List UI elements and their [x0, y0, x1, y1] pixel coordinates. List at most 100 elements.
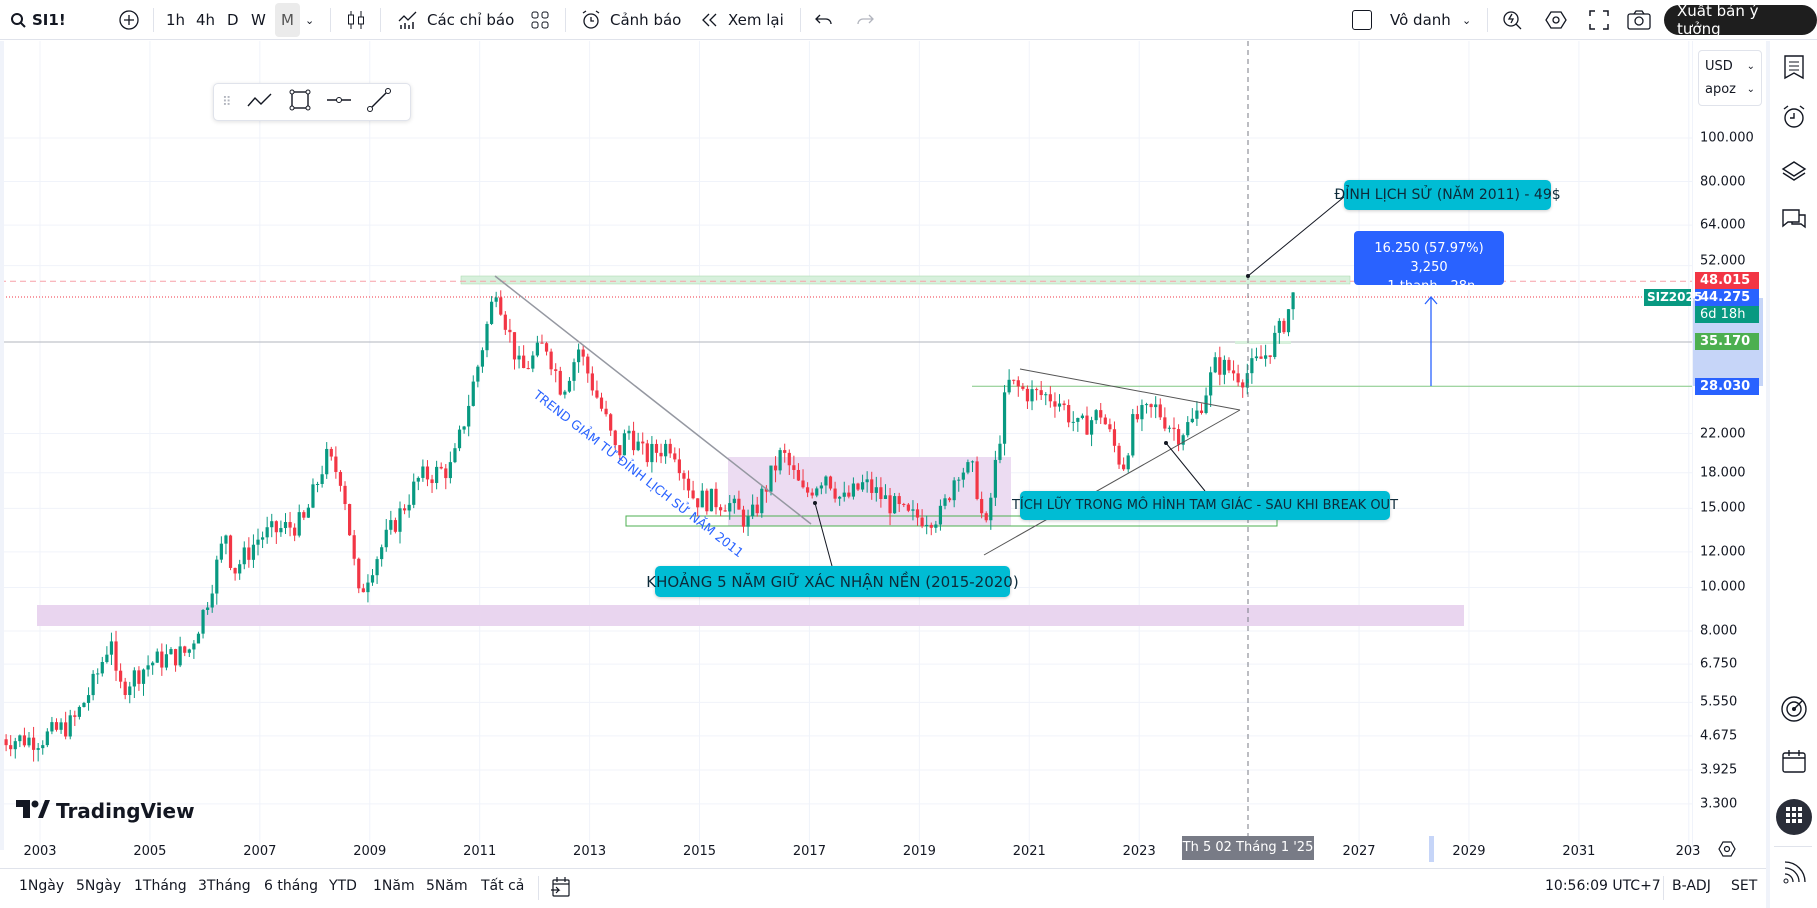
candle-down [741, 509, 746, 527]
compare-symbol-button[interactable] [118, 0, 140, 40]
candle-up [709, 488, 714, 512]
chart-canvas[interactable] [0, 41, 1692, 850]
interval-d[interactable]: D [227, 0, 239, 40]
range-1d[interactable]: 1Ngày [19, 878, 65, 894]
candle-up [210, 593, 214, 608]
trend-line-tool-icon[interactable] [366, 87, 392, 117]
candle-up [1080, 415, 1085, 418]
base-note[interactable]: KHOẢNG 5 NĂM GIỮ XÁC NHẬN NỀN (2015-2020… [646, 566, 1019, 597]
snapshot-button[interactable] [1627, 0, 1651, 40]
apps-button[interactable] [1776, 799, 1812, 835]
candle-down [1117, 445, 1121, 465]
undo-button[interactable] [815, 0, 833, 40]
candle-up [577, 349, 581, 363]
candle-down [1012, 379, 1016, 381]
triangle-note[interactable]: TÍCH LŨY TRONG MÔ HÌNH TAM GIÁC - SAU KH… [1012, 491, 1398, 520]
candle-down [714, 488, 718, 508]
scale-mode-dropdown[interactable]: apoz ⌄ [1705, 78, 1755, 101]
time-tick-label: 2009 [353, 844, 387, 859]
last-price-label: 44.275 [1695, 288, 1759, 306]
go-to-date-button[interactable] [550, 876, 572, 902]
candle-up [380, 547, 384, 560]
interval-m-active[interactable]: M [275, 3, 300, 37]
quick-search-button[interactable] [1502, 0, 1524, 40]
candle-up [238, 564, 242, 574]
axis-settings-button[interactable] [1718, 840, 1736, 862]
templates-button[interactable] [530, 0, 550, 40]
candle-down [31, 737, 36, 750]
candle-down [764, 488, 768, 492]
range-3m[interactable]: 3Tháng [198, 878, 251, 894]
level-28-label: 28.030 [1695, 377, 1759, 395]
interval-dropdown[interactable]: ⌄ [305, 0, 314, 40]
layout-checkbox[interactable] [1352, 0, 1372, 40]
candle-up [883, 495, 888, 499]
calendar-button[interactable] [1780, 749, 1808, 777]
session-toggle[interactable]: SET [1731, 878, 1758, 894]
range-5y[interactable]: 5Năm [426, 878, 468, 894]
range-all[interactable]: Tất cả [481, 878, 525, 894]
symbol-search-button[interactable]: SI1! [10, 0, 66, 40]
alert-button[interactable]: Cảnh báo [580, 0, 681, 40]
clock-timezone[interactable]: 10:56:09 UTC+7 [1545, 878, 1661, 894]
chart-pane[interactable]: ⠿ ĐỈNH LỊCH SỬ (NĂM 2011) - 49$ 16.250 (… [0, 41, 1692, 850]
object-tree-button[interactable] [1780, 159, 1808, 187]
drag-handle-icon[interactable]: ⠿ [222, 94, 232, 110]
horizontal-ray-icon[interactable] [326, 90, 352, 114]
streams-button[interactable] [1780, 861, 1808, 889]
ath-note[interactable]: ĐỈNH LỊCH SỬ (NĂM 2011) - 49$ [1334, 180, 1561, 210]
candle-up [480, 350, 485, 367]
rectangle-tool-icon[interactable] [288, 88, 312, 116]
candle-down [393, 520, 398, 532]
time-tick-label: 2017 [792, 844, 826, 859]
candle-down [828, 476, 833, 489]
candle-down [1218, 357, 1222, 375]
measure-bars: -1 thanh, -28n [1382, 279, 1476, 294]
candle-up [320, 474, 324, 484]
candle-up [1071, 421, 1075, 423]
path-tool-icon[interactable] [246, 90, 274, 114]
candle-down [228, 535, 233, 568]
interval-w[interactable]: W [251, 0, 266, 40]
signal-icon [1782, 861, 1806, 889]
layout-name-button[interactable]: Vô danh [1390, 0, 1451, 40]
sidebar-divider [1774, 846, 1812, 847]
alerts-panel-button[interactable] [1780, 105, 1808, 133]
replay-button[interactable]: Xem lại [700, 0, 784, 40]
candle-down [544, 343, 549, 352]
range-ytd[interactable]: YTD [329, 878, 357, 894]
adjustment-toggle[interactable]: B-ADJ [1672, 878, 1711, 894]
currency-dropdown[interactable]: USD ⌄ [1705, 55, 1755, 78]
candle-up [865, 479, 869, 483]
candle-up [1007, 379, 1011, 393]
range-1m[interactable]: 1Tháng [134, 878, 187, 894]
candle-up [1286, 309, 1291, 333]
fullscreen-button[interactable] [1589, 0, 1609, 40]
range-5d[interactable]: 5Ngày [76, 878, 122, 894]
candle-up [260, 537, 265, 540]
candle-down [402, 508, 407, 511]
candle-down [1021, 386, 1025, 389]
interval-1h[interactable]: 1h [166, 0, 185, 40]
layout-dropdown[interactable]: ⌄ [1462, 0, 1471, 40]
indicators-button[interactable]: Các chỉ báo [397, 0, 514, 40]
candle-up [1076, 417, 1080, 422]
publish-idea-button[interactable]: Xuất bản ý tưởng [1664, 2, 1817, 38]
redo-button[interactable] [856, 0, 874, 40]
chart-type-button[interactable] [347, 0, 365, 40]
settings-button[interactable] [1545, 0, 1567, 40]
watchlist-button[interactable] [1780, 55, 1808, 83]
range-1y[interactable]: 1Năm [373, 878, 415, 894]
candle-down [847, 492, 851, 497]
screener-button[interactable] [1780, 696, 1808, 725]
price-tick-label: 10.000 [1700, 579, 1746, 595]
candle-up [192, 643, 196, 650]
rewind-icon [700, 12, 720, 28]
candle-up [998, 443, 1002, 460]
price-axis[interactable] [1692, 41, 1764, 850]
range-6m[interactable]: 6 tháng [264, 878, 319, 894]
alarm-clock-icon [580, 9, 602, 31]
interval-4h[interactable]: 4h [196, 0, 215, 40]
chats-button[interactable] [1780, 209, 1808, 237]
tradingview-logo[interactable]: TradingView [16, 799, 195, 823]
